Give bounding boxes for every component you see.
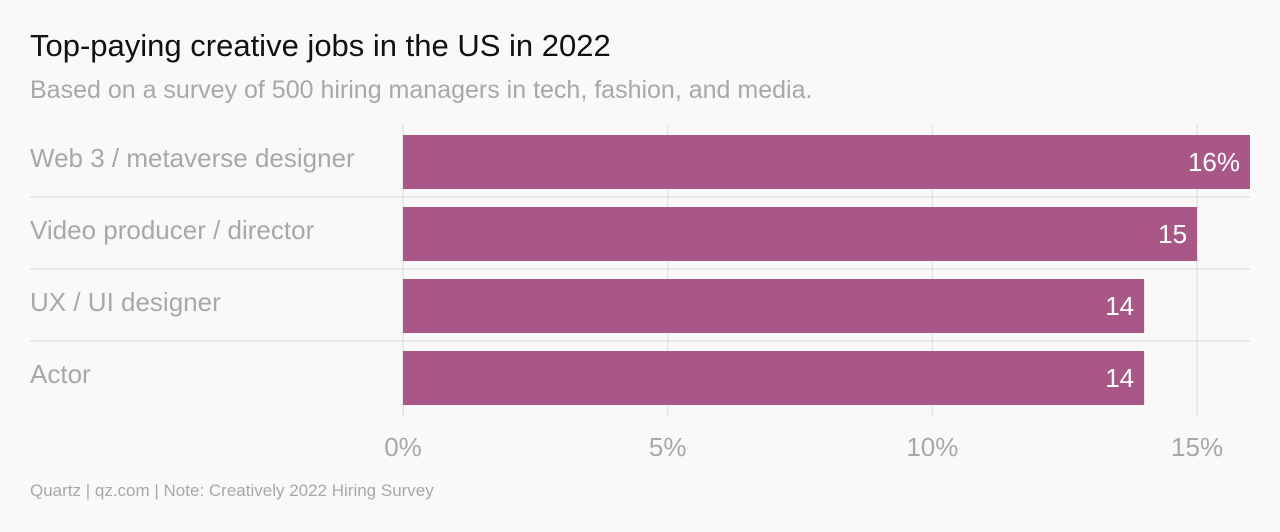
category-label: Actor — [30, 359, 91, 389]
chart-title: Top-paying creative jobs in the US in 20… — [30, 28, 611, 63]
bar — [403, 351, 1145, 405]
value-label: 16% — [1188, 147, 1240, 177]
category-label: UX / UI designer — [30, 287, 221, 317]
value-label: 14 — [1105, 291, 1134, 321]
value-label: 14 — [1105, 363, 1134, 393]
category-label: Web 3 / metaverse designer — [30, 143, 355, 173]
bar — [403, 279, 1145, 333]
bar — [403, 207, 1198, 261]
x-tick-label: 15% — [1171, 432, 1223, 462]
x-tick-label: 0% — [384, 432, 422, 462]
x-tick-label: 5% — [649, 432, 687, 462]
bar — [403, 135, 1250, 189]
chart-subtitle: Based on a survey of 500 hiring managers… — [30, 76, 813, 104]
value-label: 15 — [1158, 219, 1187, 249]
category-label: Video producer / director — [30, 215, 315, 245]
source-note: Quartz | qz.com | Note: Creatively 2022 … — [30, 481, 434, 500]
x-tick-label: 10% — [906, 432, 958, 462]
